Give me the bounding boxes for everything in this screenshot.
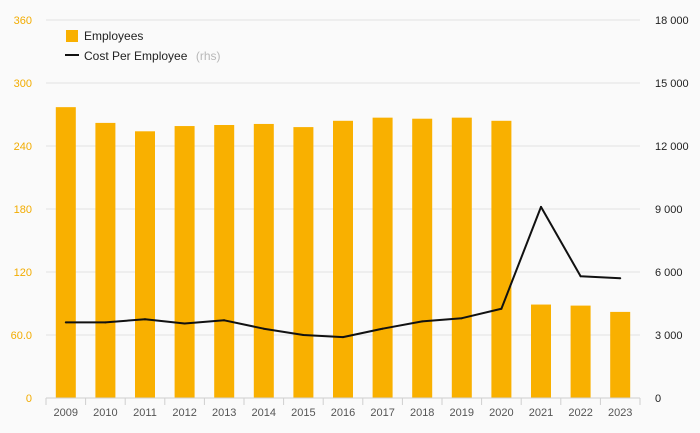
axes: 0 60.0 120 180 240 300 360 0 3 000 6 000 9 000 12 0… bbox=[11, 15, 689, 419]
x-tick-label: 2011 bbox=[133, 407, 157, 419]
line-series bbox=[64, 205, 622, 339]
x-tick-label: 2020 bbox=[489, 407, 513, 419]
point-cost-per-employee-2013 bbox=[223, 319, 226, 322]
legend-label-cost-per-employee: Cost Per Employee (rhs) bbox=[84, 47, 221, 64]
point-cost-per-employee-2016 bbox=[342, 336, 344, 339]
legend-swatch-employees bbox=[66, 30, 78, 42]
y-right-tick-label: 3 000 bbox=[655, 330, 683, 342]
y-left-tick-label: 120 bbox=[14, 267, 32, 279]
bar-employees-2012 bbox=[174, 126, 195, 399]
y-right-tick-label: 18 000 bbox=[655, 15, 689, 27]
x-tick-label: 2021 bbox=[529, 407, 553, 419]
y-right-tick-label: 0 bbox=[655, 393, 661, 405]
x-tick-label: 2017 bbox=[370, 407, 394, 419]
point-cost-per-employee-2010 bbox=[104, 321, 107, 324]
bar-employees-2010 bbox=[95, 122, 116, 399]
legend-series-name: Cost Per Employee bbox=[84, 49, 188, 63]
y-left-tick-label: 240 bbox=[14, 141, 32, 153]
point-cost-per-employee-2020 bbox=[500, 307, 503, 310]
x-tick-label: 2022 bbox=[568, 407, 592, 419]
y-left-tick-label: 300 bbox=[14, 78, 32, 90]
point-cost-per-employee-2022 bbox=[579, 275, 582, 278]
bar-series bbox=[55, 107, 631, 399]
point-cost-per-employee-2021 bbox=[540, 205, 542, 208]
y-left-tick-label: 180 bbox=[14, 204, 32, 216]
x-tick-label: 2010 bbox=[93, 407, 117, 419]
bar-employees-2014 bbox=[253, 123, 274, 398]
y-right-tick-label: 6 000 bbox=[655, 267, 683, 279]
bar-employees-2023 bbox=[610, 311, 631, 398]
point-cost-per-employee-2014 bbox=[262, 327, 265, 330]
y-right-tick-label: 15 000 bbox=[655, 78, 689, 90]
x-tick-label: 2014 bbox=[252, 407, 276, 419]
point-cost-per-employee-2011 bbox=[144, 318, 146, 321]
point-cost-per-employee-2018 bbox=[421, 320, 424, 323]
legend: Employees Cost Per Employee (rhs) bbox=[65, 29, 221, 64]
y-right-tick-label: 12 000 bbox=[655, 141, 689, 153]
x-tick-label: 2018 bbox=[410, 407, 434, 419]
y-left-tick-label: 0 bbox=[26, 393, 32, 405]
bar-employees-2017 bbox=[372, 117, 393, 399]
y-left-tick-label: 60.0 bbox=[11, 330, 32, 342]
point-cost-per-employee-2019 bbox=[460, 317, 463, 320]
x-tick-label: 2019 bbox=[450, 407, 474, 419]
bar-employees-2021 bbox=[531, 304, 551, 398]
point-cost-per-employee-2023 bbox=[619, 277, 622, 280]
x-tick-label: 2013 bbox=[212, 407, 236, 419]
bar-employees-2013 bbox=[214, 125, 235, 398]
bar-employees-2011 bbox=[135, 131, 155, 399]
legend-series-suffix: (rhs) bbox=[196, 49, 221, 63]
x-tick-label: 2012 bbox=[172, 407, 196, 419]
x-tick-label: 2009 bbox=[54, 407, 78, 419]
x-tick-label: 2016 bbox=[331, 407, 355, 419]
x-tick-label: 2023 bbox=[608, 407, 632, 419]
legend-label-employees: Employees bbox=[84, 29, 143, 43]
x-tick-label: 2015 bbox=[291, 407, 315, 419]
point-cost-per-employee-2009 bbox=[64, 321, 67, 324]
point-cost-per-employee-2012 bbox=[183, 322, 186, 325]
bar-employees-2016 bbox=[333, 120, 353, 399]
bar-employees-2022 bbox=[570, 305, 591, 398]
y-right-tick-label: 9 000 bbox=[655, 204, 683, 216]
bar-employees-2020 bbox=[491, 120, 512, 399]
y-left-tick-label: 360 bbox=[14, 15, 32, 27]
bar-employees-2015 bbox=[293, 127, 314, 398]
bar-employees-2009 bbox=[55, 107, 76, 399]
bar-employees-2019 bbox=[451, 117, 472, 399]
point-cost-per-employee-2017 bbox=[381, 327, 384, 330]
bar-employees-2018 bbox=[412, 118, 433, 398]
point-cost-per-employee-2015 bbox=[302, 334, 305, 336]
